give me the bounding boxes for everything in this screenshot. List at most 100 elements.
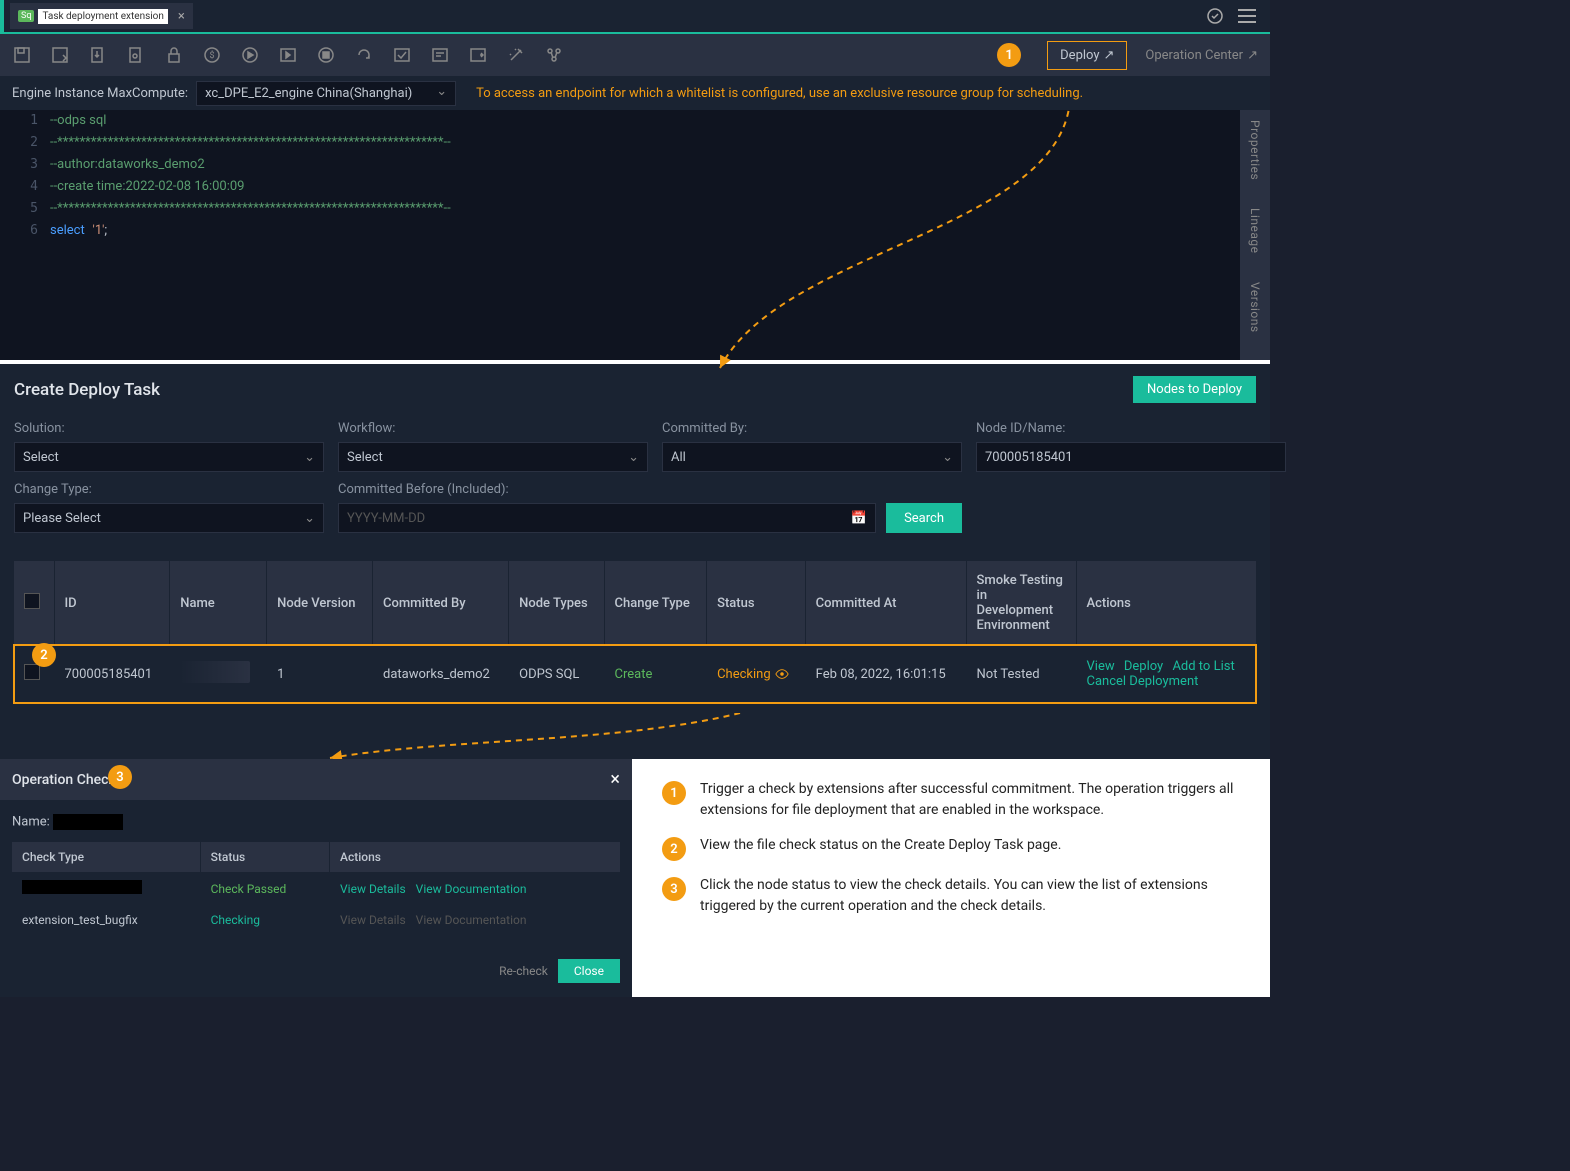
op-table-row: extension_test_bugfixCheckingView Detail… bbox=[12, 905, 620, 935]
col-node-version: Node Version bbox=[267, 561, 373, 645]
eye-icon bbox=[775, 667, 789, 681]
action-deploy[interactable]: Deploy bbox=[1124, 659, 1163, 674]
deploy-button[interactable]: Deploy ↗ bbox=[1047, 41, 1127, 70]
run-icon[interactable] bbox=[240, 45, 260, 65]
engine-dropdown[interactable]: xc_DPE_E2_engine China(Shanghai) bbox=[196, 81, 456, 106]
workflow-label: Workflow: bbox=[338, 421, 648, 436]
op-check-header: Operation Check 3 × bbox=[0, 759, 632, 800]
magic-icon[interactable] bbox=[506, 45, 526, 65]
op-action-link[interactable]: View Details bbox=[340, 882, 406, 896]
deploy-table: ID Name Node Version Committed By Node T… bbox=[14, 561, 1256, 703]
deploy-table-wrap: 2 ID Name Node Version Committed By Node… bbox=[0, 551, 1270, 723]
sql-badge: Sq bbox=[18, 10, 34, 22]
action-cancel[interactable]: Cancel Deployment bbox=[1087, 674, 1199, 689]
table-row[interactable]: 700005185401 1 dataworks_demo2 ODPS SQL … bbox=[14, 645, 1256, 703]
callout-2: 2 bbox=[32, 643, 56, 667]
tab-lineage[interactable]: Lineage bbox=[1248, 208, 1262, 254]
op-name-value-redacted bbox=[53, 814, 123, 830]
deploy-task-header: Create Deploy Task Nodes to Deploy bbox=[0, 364, 1270, 415]
op-name-label: Name: bbox=[12, 814, 50, 829]
side-tabs: Properties Lineage Versions bbox=[1240, 110, 1270, 360]
op-action-link[interactable]: View Documentation bbox=[416, 882, 527, 896]
op-action-link: View Details bbox=[340, 913, 406, 927]
save-as-icon[interactable] bbox=[50, 45, 70, 65]
solution-label: Solution: bbox=[14, 421, 324, 436]
committed-before-label: Committed Before (Included): bbox=[338, 482, 876, 497]
engine-bar: Engine Instance MaxCompute: xc_DPE_E2_en… bbox=[0, 76, 1270, 110]
save-icon[interactable] bbox=[12, 45, 32, 65]
workflow-select[interactable]: Select bbox=[338, 442, 648, 472]
tab-versions[interactable]: Versions bbox=[1248, 282, 1262, 333]
action-add-to-list[interactable]: Add to List bbox=[1172, 659, 1234, 674]
engine-label: Engine Instance MaxCompute: bbox=[12, 86, 188, 101]
op-footer: Re-check Close bbox=[0, 949, 632, 997]
check-circle-icon[interactable] bbox=[1206, 7, 1224, 25]
solution-select[interactable]: Select bbox=[14, 442, 324, 472]
reload-icon[interactable] bbox=[354, 45, 374, 65]
legend-callout-1: 1 bbox=[662, 781, 686, 805]
cell-status[interactable]: Checking bbox=[707, 645, 806, 703]
deploy-task-title: Create Deploy Task bbox=[14, 380, 160, 400]
code-editor[interactable]: 1--odps sql2--**************************… bbox=[0, 110, 1240, 360]
accent-bar bbox=[0, 0, 4, 32]
recheck-button[interactable]: Re-check bbox=[499, 959, 548, 983]
op-col-status: Status bbox=[200, 842, 329, 872]
calendar-icon: 📅 bbox=[851, 511, 867, 526]
change-type-select[interactable]: Please Select bbox=[14, 503, 324, 533]
deploy-label: Deploy bbox=[1060, 48, 1099, 63]
node-id-label: Node ID/Name: bbox=[976, 421, 1286, 436]
legend-item-2: 2 View the file check status on the Crea… bbox=[662, 835, 1240, 861]
filters: Solution: Select Workflow: Select Commit… bbox=[0, 415, 1270, 551]
header-checkbox[interactable] bbox=[24, 593, 40, 609]
cell-smoke: Not Tested bbox=[966, 645, 1076, 703]
op-name-row: Name: bbox=[12, 814, 620, 830]
legend-item-3: 3 Click the node status to view the chec… bbox=[662, 875, 1240, 917]
col-node-types: Node Types bbox=[509, 561, 604, 645]
close-button[interactable]: Close bbox=[558, 959, 620, 983]
arrow-2-wrap bbox=[0, 723, 1270, 759]
committed-by-select[interactable]: All bbox=[662, 442, 962, 472]
row-checkbox[interactable] bbox=[24, 664, 40, 680]
col-smoke: Smoke Testing in Development Environment bbox=[966, 561, 1076, 645]
lineage-icon[interactable] bbox=[544, 45, 564, 65]
cell-node-types: ODPS SQL bbox=[509, 645, 604, 703]
menu-icon[interactable] bbox=[1238, 9, 1256, 23]
top-tab-bar: Sq Task deployment extension × bbox=[0, 0, 1270, 34]
tab-properties[interactable]: Properties bbox=[1248, 120, 1262, 180]
stop-icon[interactable] bbox=[316, 45, 336, 65]
export-icon[interactable] bbox=[468, 45, 488, 65]
nodes-to-deploy-button[interactable]: Nodes to Deploy bbox=[1133, 376, 1256, 403]
node-id-input[interactable] bbox=[976, 442, 1286, 472]
legend-callout-2: 2 bbox=[662, 837, 686, 861]
format-icon[interactable] bbox=[430, 45, 450, 65]
run-with-params-icon[interactable] bbox=[278, 45, 298, 65]
col-id: ID bbox=[54, 561, 170, 645]
op-check-title: Operation Check bbox=[12, 772, 116, 788]
close-icon[interactable]: × bbox=[610, 769, 620, 790]
callout-3: 3 bbox=[108, 765, 132, 789]
col-name: Name bbox=[170, 561, 267, 645]
callout-1: 1 bbox=[997, 43, 1021, 67]
submit-icon[interactable] bbox=[88, 45, 108, 65]
close-icon[interactable]: × bbox=[178, 9, 185, 24]
committed-before-input[interactable]: YYYY-MM-DD 📅 bbox=[338, 503, 876, 533]
file-tab[interactable]: Sq Task deployment extension × bbox=[10, 3, 193, 29]
cost-icon[interactable]: $ bbox=[202, 45, 222, 65]
cell-change-type: Create bbox=[604, 645, 707, 703]
cell-actions: View Deploy Add to List Cancel Deploymen… bbox=[1076, 645, 1256, 703]
legend: 1 Trigger a check by extensions after su… bbox=[632, 759, 1270, 997]
steal-lock-icon[interactable] bbox=[126, 45, 146, 65]
op-action-link: View Documentation bbox=[416, 913, 527, 927]
op-col-actions: Actions bbox=[330, 842, 620, 872]
lock-icon[interactable] bbox=[164, 45, 184, 65]
tab-label: Task deployment extension bbox=[38, 9, 167, 24]
operation-center-link[interactable]: Operation Center ↗ bbox=[1145, 48, 1258, 63]
col-change-type: Change Type bbox=[604, 561, 707, 645]
toolbar: $ 1 Deploy ↗ Operation Center ↗ bbox=[0, 34, 1270, 76]
action-view[interactable]: View bbox=[1087, 659, 1115, 674]
cell-id: 700005185401 bbox=[54, 645, 170, 703]
top-right-icons bbox=[1206, 7, 1270, 25]
check-icon[interactable] bbox=[392, 45, 412, 65]
legend-text-3: Click the node status to view the check … bbox=[700, 875, 1240, 917]
search-button[interactable]: Search bbox=[886, 503, 962, 533]
